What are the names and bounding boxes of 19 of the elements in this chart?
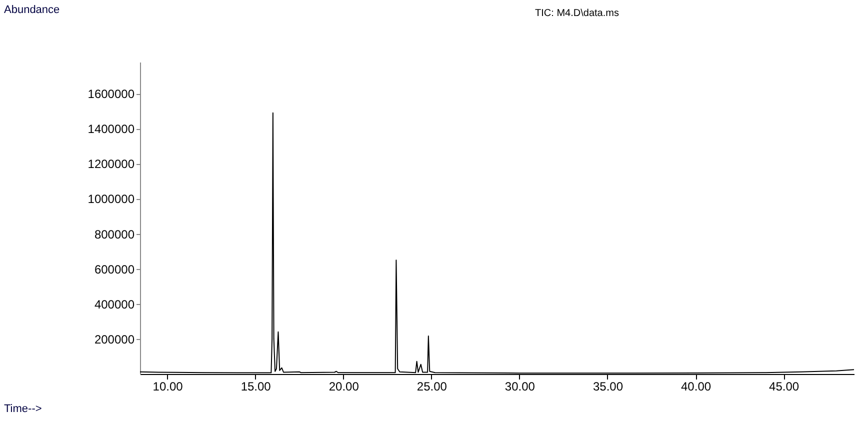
x-tick-label: 10.00 (152, 380, 184, 394)
chart-title: TIC: M4.D\data.ms (535, 8, 619, 19)
y-tick-label: 200000 (94, 332, 135, 346)
y-tick-label: 400000 (94, 297, 135, 312)
x-tick-label: 25.00 (416, 380, 448, 394)
y-tick-label: 800000 (94, 227, 135, 242)
x-tick-label: 20.00 (328, 380, 360, 394)
y-tick-label: 1200000 (88, 157, 135, 172)
y-tick-label: 1400000 (88, 122, 135, 136)
x-tick-label: 40.00 (681, 380, 712, 394)
y-tick-label: 600000 (94, 262, 135, 276)
x-tick-label: 15.00 (240, 380, 272, 394)
text: Abundance (4, 4, 60, 16)
x-tick-label: 45.00 (769, 380, 800, 394)
y-tick-label: 1600000 (88, 87, 135, 102)
x-tick-label: 35.00 (592, 380, 624, 394)
y-tick-label: 1000000 (88, 192, 135, 206)
x-tick-label: 30.00 (504, 380, 536, 394)
text: Time--> (4, 403, 42, 415)
